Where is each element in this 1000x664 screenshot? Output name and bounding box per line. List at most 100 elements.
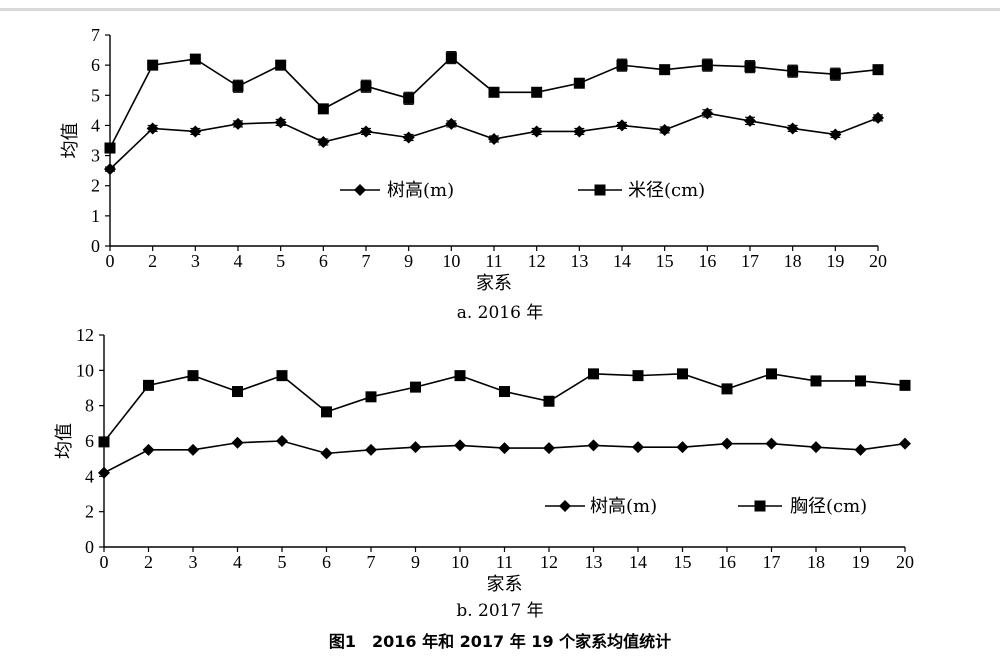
chart1-point-1: [573, 125, 586, 138]
chart1-x-tick-label: 13: [570, 251, 588, 271]
chart2-point-1: [810, 441, 822, 454]
chart2-point-1: [543, 442, 555, 455]
chart1-y-tick-label: 7: [91, 25, 100, 45]
chart1-y-tick-label: 4: [91, 115, 100, 135]
chart2-point-2: [810, 375, 822, 387]
chart1-x-tick-label: 0: [106, 251, 115, 271]
chart1-point-1: [360, 125, 372, 138]
chart1-y-tick-label: 2: [91, 176, 100, 196]
chart1-point-2: [360, 80, 372, 92]
chart2-y-tick-label: 10: [76, 360, 94, 380]
chart1-x-axis-title: 家系: [476, 273, 512, 294]
figure-caption: 图1 2016 年和 2017 年 19 个家系均值统计: [328, 632, 672, 651]
chart1-point-1: [488, 132, 500, 145]
chart2-x-tick-label: 2: [144, 552, 153, 572]
chart2-point-2: [454, 370, 466, 382]
chart1-point-2: [659, 64, 671, 76]
chart1-point-1: [829, 128, 842, 141]
chart1-legend-marker-1: [354, 184, 366, 196]
chart1-point-2: [275, 59, 287, 71]
chart2-point-2: [855, 375, 866, 387]
chart2-x-tick-label: 4: [233, 552, 242, 572]
chart2-point-1: [632, 441, 644, 454]
chart1-x-tick-label: 7: [362, 251, 371, 271]
chart2-point-1: [899, 437, 911, 450]
chart2-x-tick-label: 19: [852, 552, 870, 572]
chart2-point-2: [232, 386, 243, 398]
chart2-y-tick-label: 12: [76, 325, 94, 345]
chart2-x-axis-title: 家系: [487, 574, 523, 595]
chart2-legend-label-1: 树高(m): [590, 496, 657, 517]
chart2-y-tick-label: 6: [85, 431, 94, 451]
chart2-x-tick-label: 6: [322, 552, 331, 572]
chart2-point-2: [276, 370, 288, 382]
chart1-x-tick-label: 15: [656, 251, 674, 271]
chart2-legend-marker-2: [754, 500, 766, 512]
chart1-x-tick-label: 2: [148, 251, 157, 271]
chart2-point-2: [143, 379, 154, 391]
chart1-y-axis-title: 均值: [60, 123, 81, 159]
chart2-point-1: [276, 435, 288, 447]
chart2-legend-label-2: 胸径(cm): [790, 496, 867, 517]
chart2-point-2: [721, 383, 733, 395]
chart2-x-tick-label: 10: [451, 552, 469, 572]
chart1-y-tick-label: 1: [91, 206, 100, 226]
chart2-x-tick-label: 12: [540, 552, 558, 572]
chart2-point-2: [321, 406, 332, 418]
chart1-point-1: [146, 122, 159, 135]
chart1-x-tick-label: 16: [698, 251, 716, 271]
chart1-caption: a. 2016 年: [457, 303, 544, 323]
chart2-x-tick-label: 13: [585, 552, 603, 572]
chart2-point-1: [454, 439, 466, 452]
chart1-point-1: [530, 125, 543, 138]
chart1-point-2: [701, 59, 713, 71]
chart1-point-2: [573, 77, 585, 89]
chart1-x-tick-label: 12: [528, 251, 546, 271]
chart2-point-1: [142, 443, 155, 456]
chart2-point-2: [499, 386, 510, 398]
chart1-point-1: [786, 122, 799, 135]
chart1-x-tick-label: 4: [234, 251, 243, 271]
chart1-point-2: [744, 61, 756, 73]
chart1-x-tick-label: 11: [485, 251, 502, 271]
chart2-x-tick-label: 16: [718, 552, 736, 572]
chart2-point-1: [765, 437, 778, 450]
chart2-point-2: [98, 436, 110, 448]
top-divider: [0, 8, 1000, 11]
chart1-x-tick-label: 17: [741, 251, 759, 271]
chart1-y-tick-label: 3: [91, 146, 100, 166]
chart1-point-2: [445, 52, 457, 64]
chart1-x-tick-label: 9: [404, 251, 413, 271]
chart2-x-tick-label: 17: [763, 552, 781, 572]
chart2-y-axis-title: 均值: [54, 423, 75, 459]
chart2-y-tick-label: 2: [85, 502, 94, 522]
chart2-point-1: [365, 443, 377, 456]
chart1-point-1: [744, 114, 756, 127]
chart2-x-tick-label: 11: [496, 552, 513, 572]
chart1-point-2: [403, 92, 415, 104]
chart2-point-1: [187, 443, 199, 456]
chart1-x-tick-label: 3: [191, 251, 200, 271]
chart2-series-line-2: [103, 373, 906, 443]
chart2-point-2: [632, 370, 644, 382]
chart2-x-tick-label: 15: [674, 552, 692, 572]
chart2-point-2: [187, 370, 199, 382]
chart2-point-1: [721, 437, 733, 450]
chart1-point-1: [104, 163, 116, 176]
chart1-legend-label-2: 米径(cm): [628, 180, 705, 201]
chart1-legend-marker-2: [594, 184, 606, 196]
chart1-y-tick-label: 5: [91, 85, 100, 105]
chart1-point-1: [872, 111, 884, 124]
chart2-x-tick-label: 9: [411, 552, 420, 572]
chart1-point-2: [616, 59, 628, 71]
chart1-x-tick-label: 18: [784, 251, 802, 271]
chart2-point-2: [543, 395, 555, 407]
chart2-point-2: [410, 381, 421, 393]
chart1-point-2: [317, 103, 329, 115]
chart2-point-1: [231, 436, 244, 449]
chart1-point-2: [829, 68, 841, 80]
chart2-point-1: [676, 441, 689, 454]
chart2-point-2: [766, 368, 777, 380]
chart2-y-tick-label: 8: [85, 396, 94, 416]
